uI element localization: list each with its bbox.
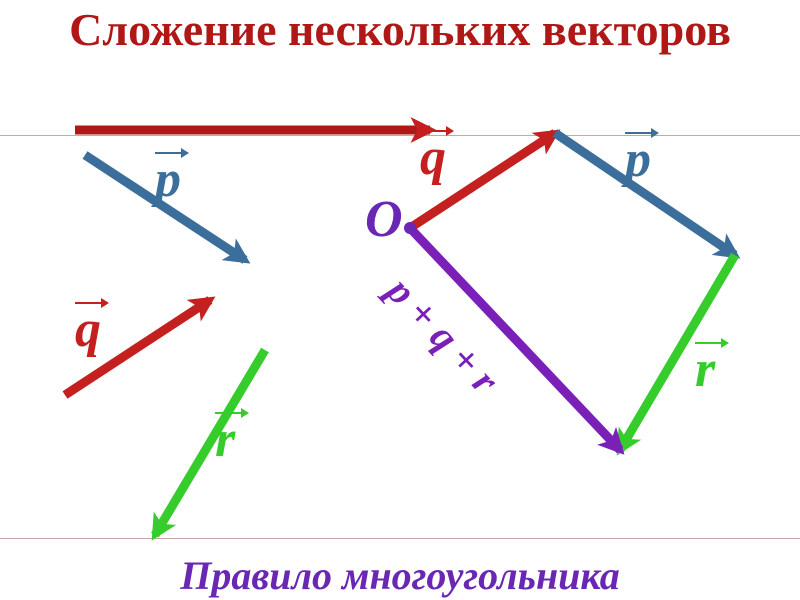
label-r-text: r	[695, 341, 715, 398]
vector-arrow-icon	[625, 132, 657, 134]
subtitle-text: Правило многоугольника	[180, 553, 619, 598]
label-p-text: p	[155, 151, 181, 208]
label-q-left: q	[75, 300, 101, 359]
vector-r-left	[155, 350, 265, 535]
vector-arrow-icon	[695, 342, 727, 344]
vector-arrow-icon	[420, 130, 452, 132]
label-p-text: p	[625, 131, 651, 188]
label-p-left: p	[155, 150, 181, 209]
label-p-polygon: p	[625, 130, 651, 189]
label-q-text: q	[75, 301, 101, 358]
subtitle: Правило многоугольника	[0, 552, 800, 599]
vector-arrow-icon	[215, 412, 247, 414]
origin-point	[404, 222, 416, 234]
label-r-polygon: r	[695, 340, 715, 399]
origin-label: O	[365, 190, 403, 249]
label-r-left: r	[215, 410, 235, 469]
label-q-text: q	[420, 129, 446, 186]
label-q-polygon: q	[420, 128, 446, 187]
polygon-vector-r	[620, 255, 735, 450]
vector-arrow-icon	[155, 152, 187, 154]
label-r-text: r	[215, 411, 235, 468]
vector-arrow-icon	[75, 302, 107, 304]
